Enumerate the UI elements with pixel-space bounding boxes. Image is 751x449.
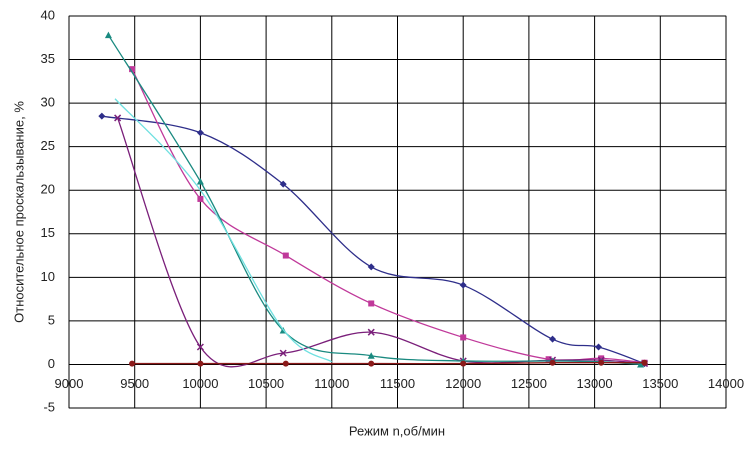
marker (279, 349, 287, 357)
marker (104, 31, 112, 39)
x-tick-label: 10500 (248, 376, 284, 391)
y-tick-label: 0 (48, 356, 55, 371)
marker (282, 360, 289, 367)
y-tick-label: 15 (41, 225, 55, 240)
marker (598, 359, 605, 366)
x-axis-title: Режим n,об/мин (349, 423, 445, 438)
y-tick-label: 10 (41, 269, 55, 284)
series-line (114, 98, 333, 363)
marker (368, 360, 375, 367)
x-tick-label: 12500 (511, 376, 547, 391)
x-tick-label: 9500 (120, 376, 149, 391)
marker (368, 300, 375, 307)
y-tick-label: 25 (41, 138, 55, 153)
marker (549, 335, 557, 343)
marker (595, 343, 603, 351)
marker (460, 360, 467, 367)
marker (367, 263, 375, 271)
x-tick-label: 11000 (314, 376, 349, 391)
y-tick-label: 30 (41, 95, 55, 110)
x-tick-label: 10000 (182, 376, 218, 391)
y-tick-label: -5 (43, 399, 55, 414)
y-tick-label: 40 (41, 7, 55, 22)
x-tick-label: 14000 (708, 376, 744, 391)
marker (549, 359, 556, 366)
marker (282, 252, 289, 259)
marker (196, 129, 204, 137)
y-tick-label: 5 (48, 312, 55, 327)
y-axis-title: Относительное проскальзывание, % (11, 101, 26, 323)
marker (98, 112, 106, 120)
marker (279, 180, 287, 188)
marker (197, 360, 204, 367)
marker (129, 66, 136, 73)
x-tick-label: 13000 (577, 376, 613, 391)
x-tick-label: 12000 (445, 376, 481, 391)
marker (196, 178, 204, 185)
marker (367, 328, 375, 336)
x-tick-label: 11500 (380, 376, 415, 391)
marker (460, 334, 467, 341)
marker (637, 360, 645, 368)
x-tick-label: 9000 (55, 376, 84, 391)
y-tick-label: 35 (41, 51, 55, 66)
marker (197, 195, 204, 202)
marker (641, 359, 648, 366)
marker (129, 360, 136, 367)
series-line (132, 361, 645, 365)
marker (114, 114, 122, 122)
marker (367, 352, 375, 359)
marker (196, 343, 204, 351)
x-tick-label: 13500 (642, 376, 678, 391)
y-tick-label: 20 (41, 182, 55, 197)
marker (459, 281, 467, 289)
marker (545, 356, 552, 363)
